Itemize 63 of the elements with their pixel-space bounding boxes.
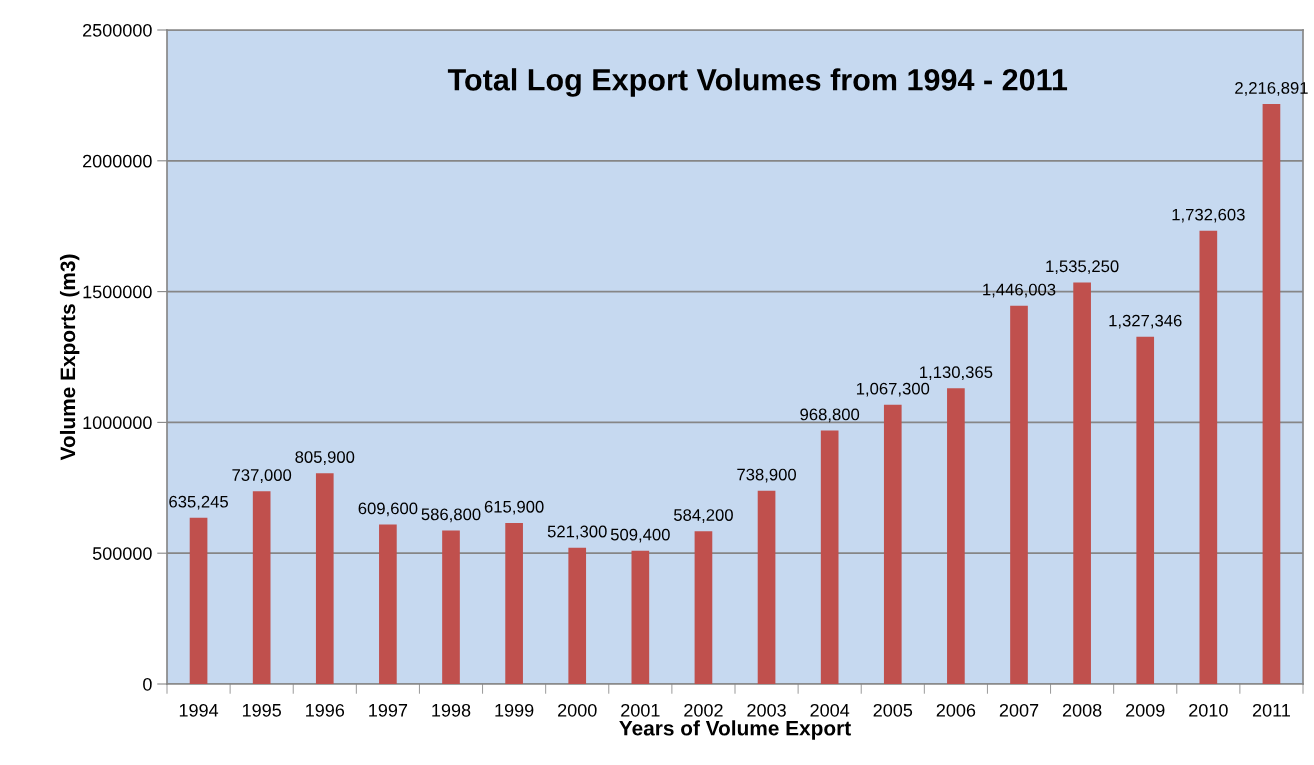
y-axis-title: Volume Exports (m3) xyxy=(59,254,80,461)
bar xyxy=(1073,282,1091,684)
data-label: 1,446,003 xyxy=(983,283,1056,298)
data-label: 1,327,346 xyxy=(1109,314,1182,329)
x-tick-label: 1998 xyxy=(432,703,471,717)
bar xyxy=(442,530,460,684)
y-tick-label: 1000000 xyxy=(83,416,152,430)
x-tick-label: 2009 xyxy=(1126,703,1165,717)
y-tick-label: 0 xyxy=(143,677,152,691)
x-tick-label: 1997 xyxy=(369,703,408,717)
bar xyxy=(947,388,965,684)
y-tick-label: 2000000 xyxy=(83,154,152,168)
data-label: 1,067,300 xyxy=(856,382,930,397)
x-tick-label: 2000 xyxy=(558,703,597,717)
bar xyxy=(1262,104,1281,684)
bar xyxy=(694,531,713,684)
x-tick-label: 2004 xyxy=(810,703,850,717)
bar xyxy=(883,404,902,684)
x-tick-label: 2007 xyxy=(999,703,1039,717)
x-tick-label: 1994 xyxy=(179,703,219,717)
data-label: 1,732,603 xyxy=(1172,208,1245,223)
bar xyxy=(379,524,397,684)
data-label: 521,300 xyxy=(547,525,607,540)
data-label: 615,900 xyxy=(484,500,544,515)
data-label: 609,600 xyxy=(358,502,418,517)
data-label: 1,130,365 xyxy=(920,366,993,381)
x-tick-label: 2006 xyxy=(936,703,976,717)
bar xyxy=(1010,305,1028,684)
y-tick-label: 500000 xyxy=(92,547,152,560)
x-axis-title: Years of Volume Export xyxy=(619,720,851,740)
data-label: 968,800 xyxy=(800,408,860,423)
text: Total Log Export Volumes from 1994 - 2011 xyxy=(447,68,1068,97)
data-label: 805,900 xyxy=(295,451,355,465)
bar xyxy=(315,473,334,684)
bar xyxy=(252,491,271,684)
bar xyxy=(505,522,523,684)
x-tick-label: 1996 xyxy=(306,703,345,717)
bar xyxy=(568,547,587,684)
bar xyxy=(1199,230,1218,684)
data-label: 2,216,891 xyxy=(1235,82,1308,96)
bar xyxy=(1136,336,1155,684)
data-label: 738,900 xyxy=(737,468,797,483)
y-tick-label: 2500000 xyxy=(83,23,152,37)
x-tick-label: 2003 xyxy=(747,703,786,717)
data-label: 586,800 xyxy=(421,508,481,523)
x-tick-label: 2008 xyxy=(1062,703,1102,717)
x-tick-label: 2005 xyxy=(873,703,913,717)
bar xyxy=(631,550,650,684)
data-label: 584,200 xyxy=(673,509,733,523)
bar xyxy=(820,430,839,684)
data-label: 737,000 xyxy=(232,469,292,483)
x-tick-label: 2010 xyxy=(1189,703,1228,717)
x-tick-label: 2011 xyxy=(1252,703,1290,717)
data-label: 509,400 xyxy=(610,528,670,543)
bar xyxy=(189,517,208,684)
x-tick-label: 1999 xyxy=(495,703,534,717)
y-tick-label: 1500000 xyxy=(83,285,152,299)
x-tick-label: 2002 xyxy=(684,703,723,717)
data-label: 635,245 xyxy=(169,495,228,510)
x-tick-label: 1995 xyxy=(242,703,281,717)
x-tick-label: 2001 xyxy=(621,703,660,717)
data-label: 1,535,250 xyxy=(1046,260,1119,275)
bar xyxy=(757,490,776,684)
